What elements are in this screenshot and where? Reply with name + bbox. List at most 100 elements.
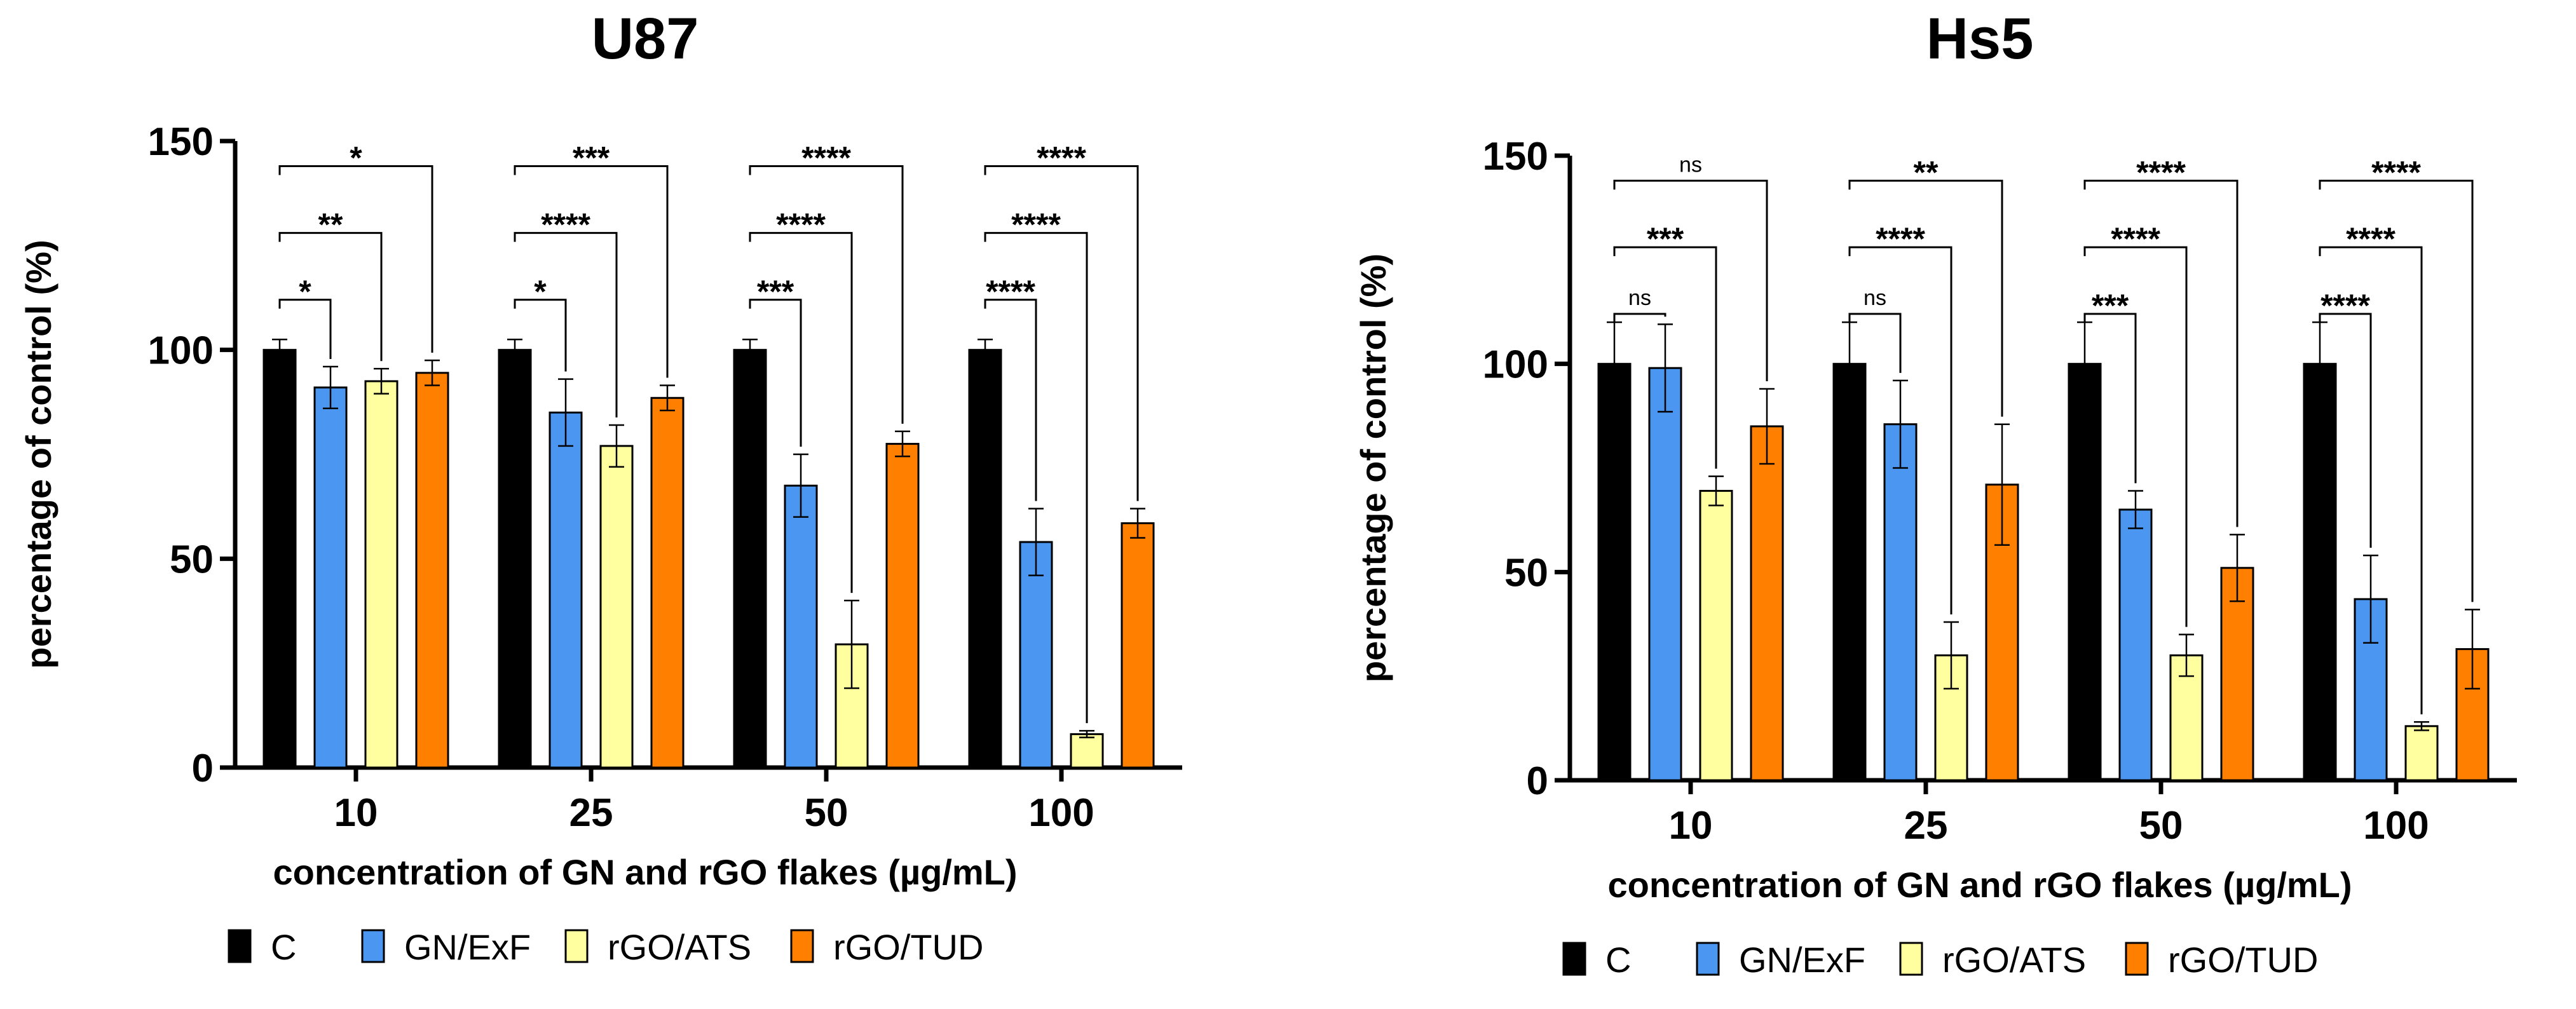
significance-label: **** <box>2371 154 2421 190</box>
significance-label: **** <box>1011 207 1061 243</box>
bar-c-50 <box>2068 363 2102 782</box>
y-axis-label: percentage of control (%) <box>18 240 58 668</box>
legend: C GN/ExF rGO/ATS rGO/TUD <box>1562 940 2318 980</box>
significance-label: * <box>534 274 547 309</box>
significance-bracket <box>2083 246 2188 627</box>
significance-bracket <box>1848 246 1952 614</box>
x-axis-label: concentration of GN and rGO flakes (µg/m… <box>1607 865 2352 905</box>
bar-rgo-tud-10 <box>1750 425 1784 782</box>
significance-label: **** <box>801 140 851 175</box>
bar-c-25 <box>498 349 532 769</box>
bar-c-25 <box>1832 363 1867 782</box>
significance-label: **** <box>986 274 1035 309</box>
significance-bracket <box>278 232 383 362</box>
x-tick-label: 25 <box>1904 804 1948 848</box>
significance-label: **** <box>541 207 590 243</box>
legend-swatch-gn-exf <box>1696 942 1720 976</box>
significance-label: **** <box>2346 221 2395 257</box>
y-tick-label: 150 <box>148 120 214 164</box>
significance-bracket <box>984 232 1088 724</box>
significance-label: *** <box>757 274 794 309</box>
chart-title: Hs5 <box>1926 6 2034 71</box>
legend-swatch-rgo-ats <box>1899 942 1923 976</box>
bar-gn-exf-50 <box>784 484 818 769</box>
y-tick-label: 150 <box>1483 135 1548 179</box>
bar-rgo-ats-100 <box>1070 733 1104 769</box>
significance-bracket <box>2083 313 2137 484</box>
y-tick-label: 0 <box>192 747 214 790</box>
significance-bracket <box>749 165 904 424</box>
bar-c-10 <box>1597 363 1632 782</box>
legend-label: C <box>1605 940 1631 980</box>
significance-bracket <box>514 232 618 417</box>
x-tick-label: 10 <box>1669 804 1713 848</box>
significance-label: ns <box>1679 152 1702 177</box>
y-tick-label: 100 <box>1483 343 1548 387</box>
significance-bracket <box>278 165 433 353</box>
significance-bracket <box>2319 179 2474 602</box>
bar-rgo-tud-25 <box>650 396 685 769</box>
bar-rgo-ats-10 <box>1699 490 1733 782</box>
significance-bracket <box>1848 313 1902 373</box>
bar-gn-exf-10 <box>1648 367 1682 782</box>
significance-bracket <box>1613 246 1717 469</box>
legend-label: rGO/TUD <box>2168 940 2318 980</box>
legend-swatch-c <box>1562 942 1586 976</box>
legend-label: C <box>271 927 296 967</box>
significance-bracket <box>1613 313 1666 323</box>
legend-label: GN/ExF <box>404 927 531 967</box>
significance-bracket <box>984 165 1139 501</box>
significance-label: **** <box>776 207 826 243</box>
x-tick-label: 100 <box>1028 791 1094 835</box>
bar-gn-exf-25 <box>1883 423 1918 782</box>
legend-label: rGO/ATS <box>608 927 751 967</box>
significance-label: *** <box>573 140 610 175</box>
legend-swatch-rgo-ats <box>564 929 589 963</box>
bar-c-100 <box>2303 363 2337 782</box>
legend-swatch-rgo-tud <box>790 929 814 963</box>
y-tick-label: 100 <box>148 329 214 373</box>
bar-rgo-tud-50 <box>885 443 920 769</box>
chart-title: U87 <box>592 6 699 71</box>
chart-panel-u87: U87 0 50 100 150 percentage of control (%) 10 *… <box>18 6 1182 967</box>
bar-gn-exf-50 <box>2118 508 2153 782</box>
legend-label: GN/ExF <box>1739 940 1865 980</box>
significance-bracket <box>278 299 332 359</box>
bar-rgo-tud-10 <box>415 372 449 769</box>
significance-label: ** <box>1914 154 1939 190</box>
x-axis-label: concentration of GN and rGO flakes (µg/m… <box>273 852 1017 892</box>
bar-rgo-tud-25 <box>1985 484 2019 782</box>
significance-bracket <box>1848 179 2003 417</box>
significance-label: * <box>299 274 311 309</box>
significance-label: ns <box>1864 286 1886 310</box>
significance-bracket <box>749 299 802 447</box>
significance-bracket <box>749 232 853 593</box>
significance-label: **** <box>2111 221 2160 257</box>
significance-bracket <box>2319 313 2372 548</box>
bar-rgo-ats-10 <box>364 380 399 769</box>
y-axis-label: percentage of control (%) <box>1353 254 1393 682</box>
bar-gn-exf-10 <box>313 386 348 769</box>
bar-rgo-ats-100 <box>2404 725 2439 782</box>
significance-bracket <box>984 299 1037 501</box>
legend-label: rGO/ATS <box>1942 940 2086 980</box>
significance-bracket <box>514 165 669 378</box>
significance-label: ns <box>1628 286 1651 310</box>
legend-swatch-rgo-tud <box>2125 942 2149 976</box>
significance-bracket <box>1613 179 1768 381</box>
significance-label: **** <box>2136 154 2186 190</box>
significance-bracket <box>2083 179 2239 527</box>
significance-label: **** <box>1037 140 1086 175</box>
significance-label: **** <box>2320 288 2370 323</box>
x-tick-label: 50 <box>805 791 848 835</box>
significance-label: *** <box>2092 288 2129 323</box>
legend: C GN/ExF rGO/ATS rGO/TUD <box>228 927 983 967</box>
chart-panel-hs5: Hs5 0 50 100 150 percentage of control (%) 10 n… <box>1353 6 2517 980</box>
x-tick-label: 25 <box>569 791 613 835</box>
significance-label: ** <box>318 207 343 243</box>
x-tick-label: 50 <box>2139 804 2183 848</box>
bar-rgo-tud-100 <box>1121 522 1155 769</box>
legend-label: rGO/TUD <box>833 927 983 967</box>
significance-label: *** <box>1647 221 1684 257</box>
